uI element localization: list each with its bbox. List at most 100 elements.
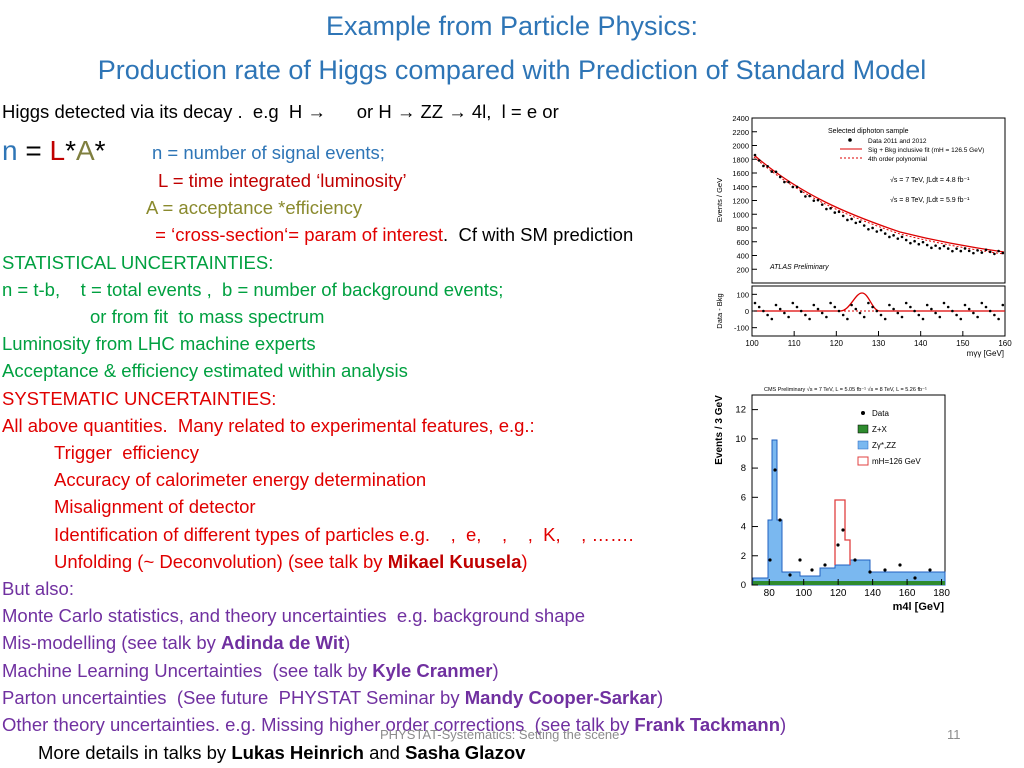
data-point xyxy=(928,568,932,572)
data-point xyxy=(888,303,891,307)
data-point xyxy=(904,301,908,305)
text-line: n = number of signal events; xyxy=(152,142,385,164)
text-segment: Machine Learning Uncertainties (see talk… xyxy=(2,660,373,681)
data-point xyxy=(846,218,849,222)
legend-swatch xyxy=(857,440,869,450)
text-segment: Higgs detected via its decay . e.g H → o… xyxy=(2,101,559,122)
data-point xyxy=(997,249,1000,253)
data-point xyxy=(938,247,942,250)
text-segment: and xyxy=(363,742,406,763)
data-point xyxy=(888,235,891,239)
text-segment: Frank Tackmann xyxy=(634,714,781,735)
text-segment: n = t-b, t = total events , b = number o… xyxy=(2,279,504,300)
text-line: But also: xyxy=(2,578,74,600)
data-point xyxy=(850,303,853,307)
text-line: Other theory uncertainties. e.g. Missing… xyxy=(2,714,786,736)
data-point xyxy=(967,249,971,253)
energy-label: √s = 7 TeV, ∫Ldt = 4.8 fb⁻¹ xyxy=(890,176,970,184)
data-point xyxy=(825,315,828,319)
data-point xyxy=(993,313,996,317)
data-point xyxy=(820,203,824,206)
x-tick-label: 120 xyxy=(830,588,847,599)
y-tick-label: -100 xyxy=(734,324,749,333)
text-segment: Unfolding (~ Deconvolution) (see talk by xyxy=(54,551,388,572)
text-segment: ) xyxy=(492,660,499,681)
data-point xyxy=(984,305,988,309)
data-point xyxy=(816,198,820,202)
zx-background xyxy=(753,581,945,585)
text-line: Mis-modelling (see talk by Adinda de Wit… xyxy=(2,632,350,654)
text-line: L = time integrated ‘luminosity’ xyxy=(158,170,407,192)
data-points xyxy=(753,153,1005,321)
text-line: n = t-b, t = total events , b = number o… xyxy=(2,279,503,301)
legend-entry: Zγ*,ZZ xyxy=(872,441,896,450)
data-point xyxy=(867,227,870,231)
data-point xyxy=(862,224,866,227)
data-point xyxy=(808,194,811,198)
text-segment: L xyxy=(49,135,66,166)
data-point xyxy=(791,301,795,305)
legend-entry: Data xyxy=(872,409,889,418)
data-point xyxy=(976,315,979,319)
y-tick-label: 10 xyxy=(735,434,746,445)
text-segment: SYSTEMATIC UNCERTAINTIES: xyxy=(2,388,277,409)
y-tick-label: 2200 xyxy=(732,128,749,137)
legend-entry: Z+X xyxy=(872,425,888,434)
text-segment: STATISTICAL UNCERTAINTIES: xyxy=(2,252,274,273)
plot-header: CMS Preliminary √s = 7 TeV, L = 5.05 fb⁻… xyxy=(764,386,927,393)
x-tick-label: 150 xyxy=(956,339,970,348)
data-point xyxy=(858,311,862,315)
data-point xyxy=(854,221,858,225)
data-point xyxy=(972,311,975,315)
y-tick-label: 1600 xyxy=(732,169,749,178)
y-tick-label: 6 xyxy=(741,492,746,503)
data-point xyxy=(774,303,778,307)
data-point xyxy=(816,307,820,311)
x-tick-label: 110 xyxy=(788,339,801,348)
text-segment: or from fit to mass spectrum xyxy=(90,306,325,327)
text-segment: Adinda de Wit xyxy=(221,632,345,653)
text-segment: . Cf with SM prediction xyxy=(443,224,634,245)
text-segment: A xyxy=(75,135,95,166)
data-point xyxy=(757,305,761,309)
data-point xyxy=(976,249,979,252)
signal-hist xyxy=(834,499,851,565)
data-point xyxy=(867,301,870,305)
legend-swatch xyxy=(848,138,852,142)
text-segment: All above quantities. Many related to ex… xyxy=(2,415,535,436)
text-segment: Mis-modelling (see talk by xyxy=(2,632,221,653)
data-point xyxy=(955,247,958,250)
footer-text: PHYSTAT-Systematics: Setting the scene xyxy=(380,727,620,742)
y-tick-label: 800 xyxy=(736,224,749,233)
x-tick-label: 180 xyxy=(933,588,950,599)
data-point xyxy=(804,313,807,317)
data-point xyxy=(951,309,954,313)
text-segment: n = number of signal events; xyxy=(152,142,385,163)
y-tick-label: 0 xyxy=(745,307,749,316)
data-point xyxy=(896,237,900,240)
data-point xyxy=(799,190,803,193)
y-tick-label: 12 xyxy=(735,405,746,416)
data-point xyxy=(921,240,925,244)
data-point xyxy=(829,301,832,305)
text-segment: Sasha Glazov xyxy=(405,742,526,763)
data-point xyxy=(913,309,916,313)
data-point xyxy=(868,570,872,574)
data-point xyxy=(787,180,790,184)
text-line: = ‘cross-section‘= param of interest. Cf… xyxy=(150,224,633,246)
legend-title: Selected diphoton sample xyxy=(828,128,909,135)
data-point xyxy=(833,211,837,214)
data-point xyxy=(841,313,845,317)
data-point xyxy=(773,468,777,472)
text-line: Luminosity from LHC machine experts xyxy=(2,333,316,355)
data-point xyxy=(854,307,858,311)
legend-swatch xyxy=(861,411,865,415)
legend-entry: 4th order polynomial xyxy=(868,156,927,163)
text-segment: n xyxy=(2,135,18,166)
y-tick-label: 1400 xyxy=(732,183,749,192)
data-point xyxy=(753,153,757,157)
data-point xyxy=(862,315,866,319)
data-point xyxy=(909,241,912,245)
legend-swatch xyxy=(857,456,869,466)
data-point xyxy=(883,317,887,321)
